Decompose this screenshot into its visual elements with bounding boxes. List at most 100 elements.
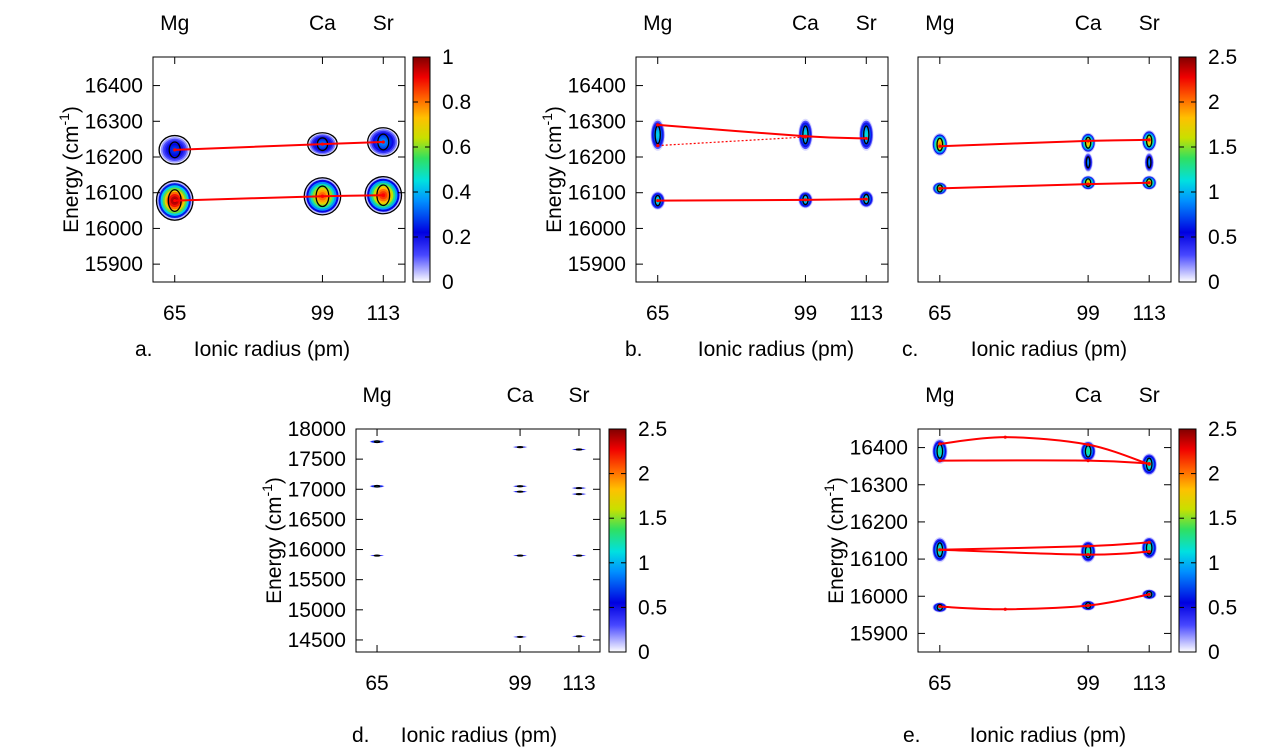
y-tick-label: 16000 [288,539,346,562]
y-axis-label-exponent: -1 [821,484,837,497]
fit-line-dashed [657,136,806,147]
element-label: Mg [160,12,189,35]
fit-point [173,148,177,152]
colorbar-tick-label: 1.5 [1208,136,1237,159]
colorbar-tick-label: 1 [442,46,454,69]
x-axis-label: Ionic radius (pm) [970,724,1126,747]
heat-spot [369,554,385,557]
y-tick-label: 18000 [288,418,346,441]
heat-spot [571,486,587,490]
x-tick-label: 99 [1076,302,1099,325]
contour-line [516,490,524,493]
fit-point [656,143,660,148]
plot-frame [152,56,406,283]
colorbar-tick-label: 0 [1208,271,1220,294]
heat-level [1087,161,1089,164]
x-tick-label: 99 [1076,672,1099,695]
fit-point [864,197,868,201]
panel-e: 65 99 113 Mg Ca Sr 15900 16000 16100 16200 16300 16… [821,384,1237,747]
x-tick-label: 113 [367,302,400,325]
x-tick-label: 113 [850,302,883,325]
y-tick-label: 15900 [568,253,626,276]
contour-line [575,635,583,638]
element-label: Sr [1139,12,1160,35]
plot-area [931,435,1158,613]
y-tick-label: 16200 [850,511,908,534]
contour-line [1085,156,1091,169]
y-axis-label-close: ) [825,477,848,484]
plot-frame [355,428,601,653]
x-tick-label: 65 [928,672,951,695]
panel-label: c. [902,338,918,361]
y-axis-label-exponent: -1 [259,484,275,497]
heat-spot [571,492,587,496]
x-tick-label: 65 [646,302,669,325]
fit-point [1147,138,1151,142]
contour-line [1084,136,1092,149]
fit-point [1086,182,1090,186]
colorbar-gradient [1178,428,1197,653]
heat-spot [512,485,528,488]
heat-spot [1080,440,1096,462]
y-axis-label: Energy (cm-1) [259,477,286,604]
fit-point [1147,461,1151,466]
colorbar-gradient [1178,56,1197,283]
y-tick-label: 16000 [850,585,908,608]
panel-a: 65 99 113 Mg Ca Sr 15900 16000 16100 16200 16300 16… [56,12,472,361]
colorbar-gradient [608,428,627,653]
x-axis-label: Ionic radius (pm) [698,338,854,361]
panel-label: d. [352,724,370,747]
heat-spot [571,554,587,557]
contour-line [863,125,870,145]
fit-point [1086,544,1090,548]
colorbar-tick-label: 2.5 [1208,418,1237,441]
fit-point [1147,181,1151,185]
y-tick-label: 17500 [288,448,346,471]
fit-point [1086,443,1090,447]
y-axis-label-close: ) [543,106,566,113]
element-label: Mg [362,384,391,407]
y-tick-label: 14500 [288,629,346,652]
fit-point [938,442,942,446]
heat-level [865,133,868,137]
heat-spot [512,554,528,557]
colorbar-tick-label: 0.6 [442,136,471,159]
fit-line [939,548,1150,556]
x-tick-label: 113 [562,672,595,695]
colorbar-tick-label: 0.5 [638,596,667,619]
fit-point [1003,607,1007,611]
y-tick-label: 17000 [288,478,346,501]
element-label: Mg [925,384,954,407]
fit-line [939,541,1150,551]
y-tick-label: 15900 [850,622,908,645]
x-tick-label: 65 [365,672,388,695]
x-axis-label: Ionic radius (pm) [401,724,557,747]
heat-level [1087,550,1089,553]
fit-point [803,135,808,139]
colorbar-tick-label: 0.4 [442,181,472,204]
element-label: Mg [643,12,672,35]
colorbar-tick-label: 2.5 [638,418,667,441]
heat-level [1148,546,1151,550]
y-axis-label: Energy (cm-1) [56,106,83,233]
heat-spot [369,440,385,444]
y-tick-label: 16300 [850,474,908,497]
fit-line [939,593,1150,611]
y-tick-label: 16000 [568,217,626,240]
fit-point [320,194,325,198]
heat-spot [571,448,587,451]
contour-line [575,492,583,496]
fit-point [656,198,660,203]
element-label: Sr [568,384,589,407]
colorbar-tick-label: 1 [638,552,650,575]
y-tick-label: 16300 [568,110,626,133]
fit-point [1086,139,1090,143]
plot-area [650,118,874,210]
fit-line [174,194,384,202]
colorbar: 0 0.5 1 1.5 2 2.5 [608,418,667,664]
colorbar-gradient [412,56,431,283]
fit-line [939,459,1150,465]
colorbar-tick-label: 0.2 [442,226,471,249]
heat-spot [650,118,666,151]
element-label: Ca [1075,12,1102,35]
